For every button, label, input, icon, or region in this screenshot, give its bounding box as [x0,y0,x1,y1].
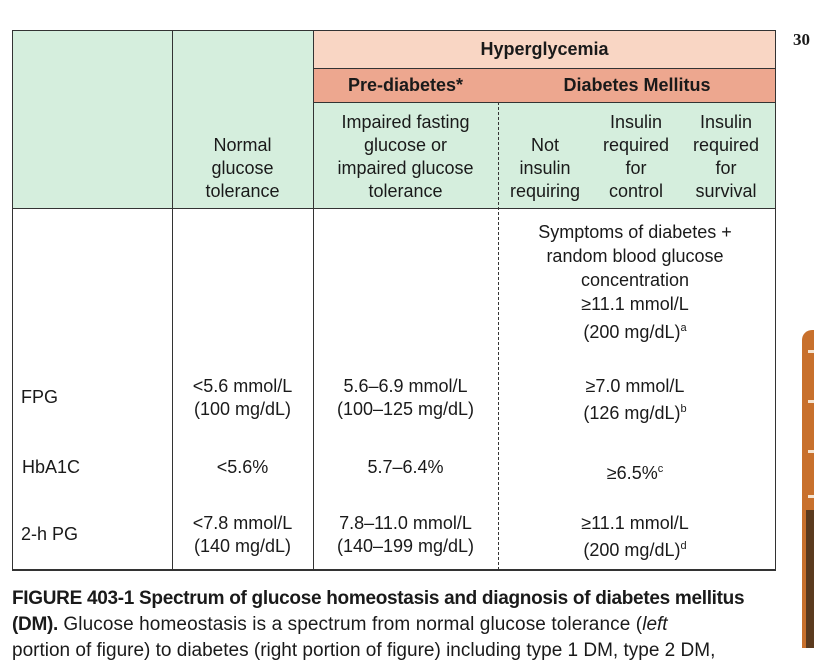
insulin-survival-line-1: Insulin [699,112,753,132]
side-tab-mark [808,400,814,403]
insulin-survival-line-3: for [715,158,737,178]
side-tab-mark [808,495,814,498]
impaired-header-line-3: impaired glucose [337,158,474,178]
not-insulin-line-3: requiring [509,181,581,201]
not-insulin-line-1: Not [530,135,559,155]
symptoms-line-2: random blood glucose [546,246,724,266]
hba1c-normal-value: <5.6% [216,457,269,477]
symptoms-criterion: Symptoms of diabetes + random blood gluc… [500,220,770,344]
figure-caption-title: FIGURE 403-1 Spectrum of glucose homeost… [12,588,745,635]
subheader-bottom-border [313,102,776,103]
fpg-row-label: FPG [21,387,59,407]
side-tab-mark [808,350,814,353]
fpg-diabetes-value: ≥7.0 mmol/L (126 mg/dL)b [583,376,687,423]
pg2h-diabetes-value: ≥11.1 mmol/L (200 mg/dL)d [581,513,689,560]
hyperglycemia-label: Hyperglycemia [480,38,609,59]
insulin-for-control-header: Insulin required for control [590,111,682,203]
chapter-side-tab-dark [806,510,814,648]
prediabetes-header: Pre-diabetes* [313,68,498,102]
impaired-header-line-4: tolerance [368,181,443,201]
hba1c-prediabetes-value: 5.7–6.4% [367,457,444,477]
table-right-border [775,30,776,570]
impaired-glucose-header: Impaired fasting glucose or impaired glu… [313,111,498,203]
pg2h-row-label: 2-h PG [21,524,79,544]
normal-header-line-2: glucose [211,158,274,178]
subcolumns-header-bg [313,102,776,208]
insulin-for-survival-header: Insulin required for survival [682,111,770,203]
normal-header-line-3: tolerance [205,181,280,201]
glucose-spectrum-table: Hyperglycemia Pre-diabetes* Diabetes Mel… [12,30,776,571]
fpg-prediabetes-value: 5.6–6.9 mmol/L (100–125 mg/dL) [336,376,475,419]
page-number: 30 [793,30,810,49]
figure-caption-italic: left [642,614,668,635]
not-insulin-requiring-header: Not insulin requiring [500,134,590,203]
normal-column-header-bg [172,30,313,208]
impaired-header-line-1: Impaired fasting [341,112,470,132]
label-column-divider [172,30,173,570]
not-insulin-line-2: insulin [519,158,571,178]
side-tab-mark [808,450,814,453]
insulin-control-line-3: for [625,158,647,178]
hyperglycemia-bottom-border [313,68,776,69]
insulin-survival-line-4: survival [695,181,757,201]
figure-caption-body: Glucose homeostasis is a spectrum from n… [57,614,643,635]
insulin-control-line-4: control [608,181,664,201]
table-left-border [12,30,13,570]
symptoms-line-5: (200 mg/dL)a [583,322,687,342]
fpg-normal-value: <5.6 mmol/L (100 mg/dL) [192,376,293,419]
hyperglycemia-header: Hyperglycemia [313,30,776,68]
pg2h-normal-value: <7.8 mmol/L (140 mg/dL) [192,513,293,556]
header-bottom-border [12,208,776,209]
hba1c-row-label: HbA1C [22,457,81,477]
symptoms-line-4: ≥11.1 mmol/L [581,294,689,314]
insulin-control-line-2: required [602,135,670,155]
insulin-control-line-1: Insulin [609,112,663,132]
hba1c-diabetes-value: ≥6.5%c [606,463,664,483]
normal-column-divider [313,30,314,570]
normal-header-line-1: Normal [213,135,272,155]
label-column-header-bg [12,30,172,208]
figure-caption-line-2: portion of figure) to diabetes (right po… [12,640,716,661]
symptoms-line-3: concentration [580,270,690,290]
symptoms-line-1: Symptoms of diabetes + [538,222,732,242]
prediabetes-label: Pre-diabetes* [347,74,464,95]
insulin-survival-line-2: required [692,135,760,155]
normal-glucose-tolerance-header: Normal glucose tolerance [172,134,313,203]
prediabetes-diabetes-divider [498,102,499,570]
diabetes-mellitus-label: Diabetes Mellitus [563,74,711,95]
diabetes-mellitus-header: Diabetes Mellitus [498,68,776,102]
impaired-header-line-2: glucose or [363,135,448,155]
table-bottom-border [12,569,776,571]
pg2h-prediabetes-value: 7.8–11.0 mmol/L (140–199 mg/dL) [336,513,475,556]
table-top-border [12,30,776,31]
figure-caption: FIGURE 403-1 Spectrum of glucose homeost… [12,586,776,664]
